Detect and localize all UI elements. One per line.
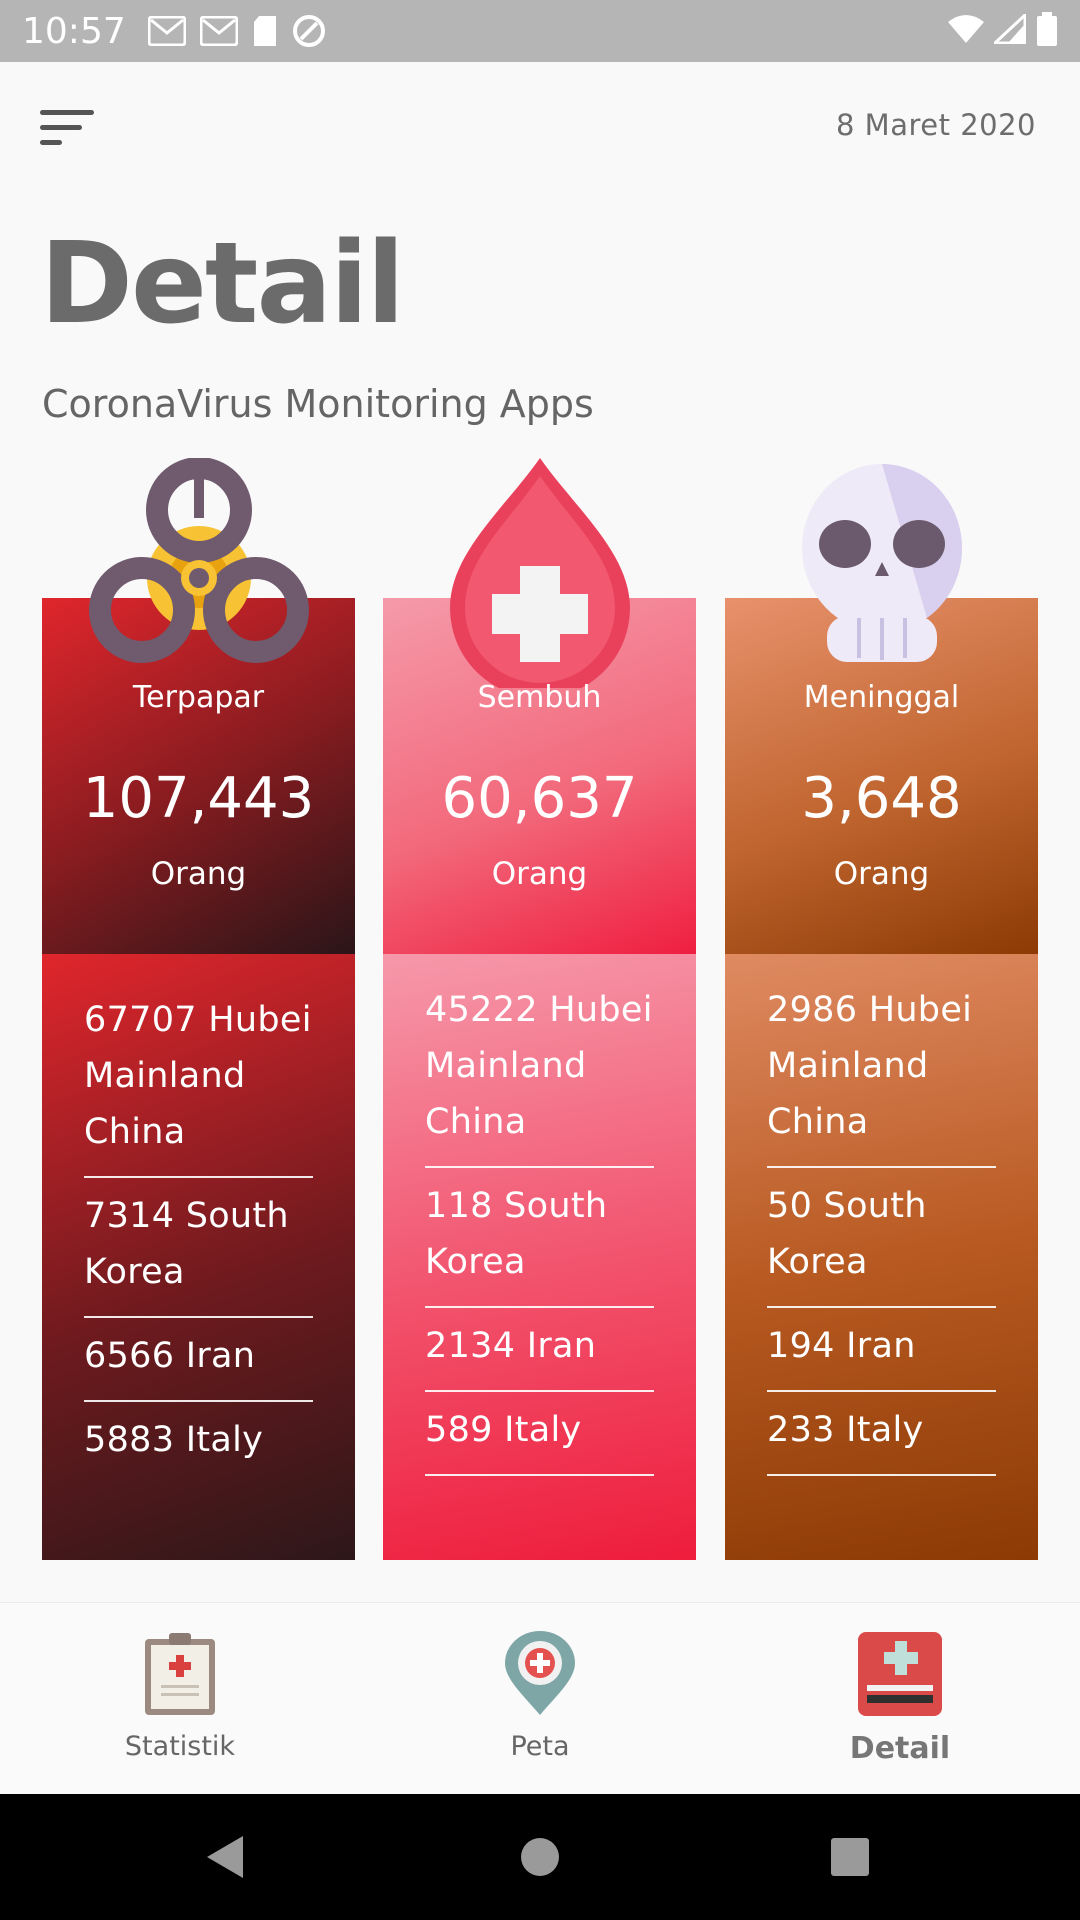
region-list: 45222 Hubei Mainland China 118 South Kor… [383, 954, 696, 1560]
region-item: 233 Italy [767, 1392, 996, 1476]
card-sembuh: Sembuh 60,637 Orang 45222 Hubei Mainland… [383, 458, 696, 1560]
card-count: 107,443 [82, 766, 315, 831]
battery-icon [1036, 12, 1058, 50]
status-time: 10:57 [22, 10, 126, 52]
page-title: Detail [40, 219, 405, 349]
region-list: 67707 Hubei Mainland China 7314 South Ko… [42, 954, 355, 1560]
medical-kit-icon [800, 1631, 1000, 1717]
biohazard-icon [84, 457, 314, 688]
menu-icon[interactable] [40, 106, 96, 150]
region-item: 118 South Korea [425, 1168, 654, 1308]
nav-label: Peta [510, 1731, 570, 1762]
region-item: 50 South Korea [767, 1168, 996, 1308]
card-label: Meninggal [803, 680, 960, 715]
region-item: 67707 Hubei Mainland China [84, 982, 313, 1178]
card-meninggal: Meninggal 3,648 Orang 2986 Hubei Mainlan… [725, 464, 1038, 1560]
back-icon[interactable] [205, 1834, 245, 1884]
card-count: 3,648 [801, 766, 962, 831]
nav-detail[interactable]: Detail [800, 1631, 1000, 1766]
skull-icon [767, 458, 997, 688]
map-pin-icon [440, 1631, 640, 1717]
region-item: 194 Iran [767, 1308, 996, 1392]
system-nav-bar [0, 1794, 1080, 1920]
sd-card-icon [252, 15, 278, 47]
region-item: 6566 Iran [84, 1318, 313, 1402]
region-item: 2134 Iran [425, 1308, 654, 1392]
region-item: 589 Italy [425, 1392, 654, 1476]
card-summary: Terpapar 107,443 Orang [42, 457, 355, 954]
card-label: Terpapar [132, 680, 265, 715]
card-count: 60,637 [441, 766, 638, 831]
blood-drop-cross-icon [425, 458, 655, 698]
bottom-nav: Statistik Peta Detail [0, 1602, 1080, 1794]
region-list: 2986 Hubei Mainland China 50 South Korea… [725, 954, 1038, 1560]
card-unit: Orang [833, 856, 930, 892]
clipboard-icon [80, 1631, 280, 1717]
card-unit: Orang [491, 856, 588, 892]
gmail-icon [147, 16, 186, 46]
card-terpapar: Terpapar 107,443 Orang 67707 Hubei Mainl… [42, 457, 355, 1560]
recents-icon[interactable] [830, 1834, 870, 1884]
status-right [948, 11, 1058, 50]
nav-statistik[interactable]: Statistik [80, 1631, 280, 1762]
region-item: 7314 South Korea [84, 1178, 313, 1318]
status-bar: 10:57 [0, 0, 1080, 62]
signal-icon [991, 11, 1027, 48]
home-icon[interactable] [520, 1834, 560, 1884]
date-label: 8 Maret 2020 [836, 108, 1036, 142]
page-subtitle: CoronaVirus Monitoring Apps [42, 382, 594, 426]
wifi-icon [948, 14, 984, 48]
card-summary: Sembuh 60,637 Orang [383, 458, 696, 954]
nav-label-active: Detail [849, 1731, 951, 1766]
card-unit: Orang [150, 856, 247, 892]
nav-label: Statistik [124, 1731, 236, 1762]
region-item: 5883 Italy [84, 1420, 264, 1460]
gmail-icon-2 [199, 16, 238, 46]
region-item: 2986 Hubei Mainland China [767, 972, 996, 1168]
sync-icon [292, 14, 326, 48]
nav-peta[interactable]: Peta [440, 1631, 640, 1762]
card-label: Sembuh [477, 680, 602, 715]
card-summary: Meninggal 3,648 Orang [725, 464, 1038, 954]
region-item: 45222 Hubei Mainland China [425, 972, 654, 1168]
